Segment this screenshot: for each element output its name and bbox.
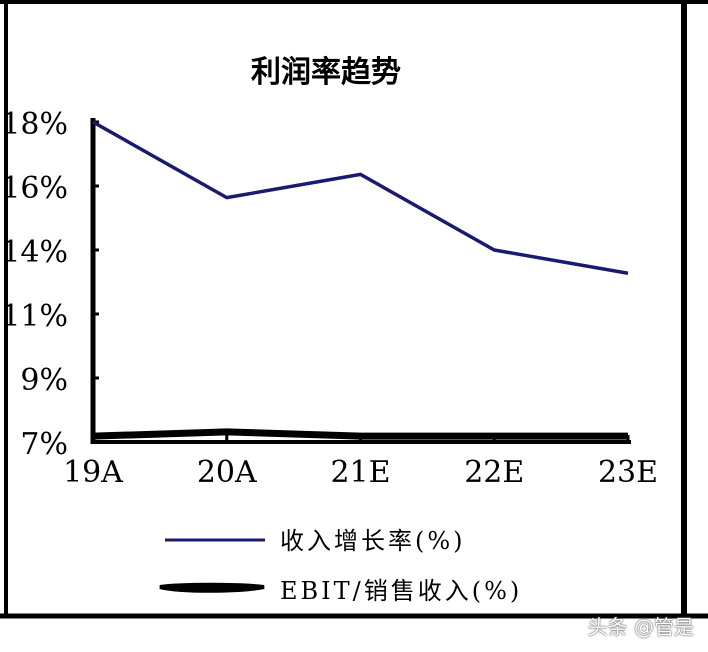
chart-title: 利润率趋势 xyxy=(251,55,401,90)
y-tick-label: 14% xyxy=(1,235,68,270)
x-tick-label: 20A xyxy=(197,455,257,490)
x-axis-ticks: 19A 20A 21E 22E 23E xyxy=(63,435,658,490)
legend: 收入增长率(%) EBIT/销售收入(%) xyxy=(159,527,522,605)
series-line-ebit-margin xyxy=(92,428,628,440)
x-tick-label: 23E xyxy=(598,455,658,490)
x-tick-label: 19A xyxy=(63,455,123,490)
legend-swatch-ebit-margin xyxy=(159,582,265,593)
y-tick-label: 11% xyxy=(1,299,68,334)
legend-label-revenue-growth: 收入增长率(%) xyxy=(280,527,466,555)
legend-label-ebit-margin: EBIT/销售收入(%) xyxy=(280,577,522,605)
series-line-revenue-growth xyxy=(92,120,629,275)
y-tick-label: 9% xyxy=(20,363,68,398)
y-tick-label: 18% xyxy=(1,107,68,142)
y-tick-label: 7% xyxy=(20,427,68,462)
watermark: 头条 @管是 xyxy=(587,615,694,639)
x-tick-label: 22E xyxy=(464,455,524,490)
y-tick-label: 16% xyxy=(1,171,68,206)
x-tick-label: 21E xyxy=(330,455,390,490)
series-layer xyxy=(92,120,629,440)
y-axis-ticks: 18% 16% 14% 11% 9% 7% xyxy=(1,107,99,462)
